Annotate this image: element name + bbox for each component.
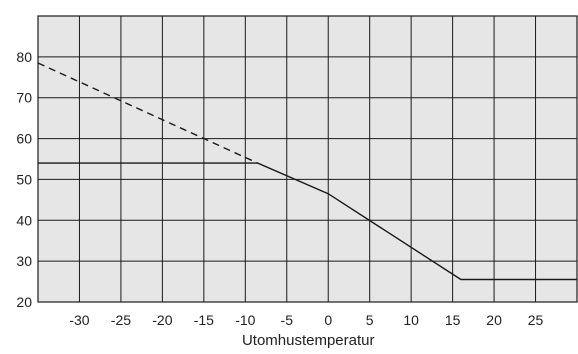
x-tick-label: 5 — [366, 312, 374, 328]
x-tick-label: -20 — [152, 312, 172, 328]
y-tick-label: 50 — [16, 171, 32, 187]
y-tick-label: 60 — [16, 131, 32, 147]
x-tick-label: 25 — [528, 312, 544, 328]
y-tick-label: 70 — [16, 90, 32, 106]
x-tick-label: 0 — [324, 312, 332, 328]
x-tick-label: -15 — [194, 312, 214, 328]
x-tick-label: -30 — [69, 312, 89, 328]
y-tick-label: 30 — [16, 253, 32, 269]
y-tick-label: 80 — [16, 49, 32, 65]
y-tick-label: 40 — [16, 212, 32, 228]
y-tick-label: 20 — [16, 294, 32, 310]
x-tick-label: 20 — [486, 312, 502, 328]
x-tick-label: -5 — [281, 312, 294, 328]
x-tick-label: 15 — [445, 312, 461, 328]
x-axis-title: Utomhustemperatur — [242, 332, 375, 349]
x-tick-label: -25 — [111, 312, 131, 328]
plot-area — [38, 16, 577, 302]
x-tick-labels: -30 -25 -20 -15 -10 -5 0 5 10 15 20 25 — [69, 312, 543, 328]
y-tick-labels: 80 70 60 50 40 30 20 — [16, 49, 32, 310]
x-tick-label: -10 — [235, 312, 255, 328]
x-tick-label: 10 — [403, 312, 419, 328]
